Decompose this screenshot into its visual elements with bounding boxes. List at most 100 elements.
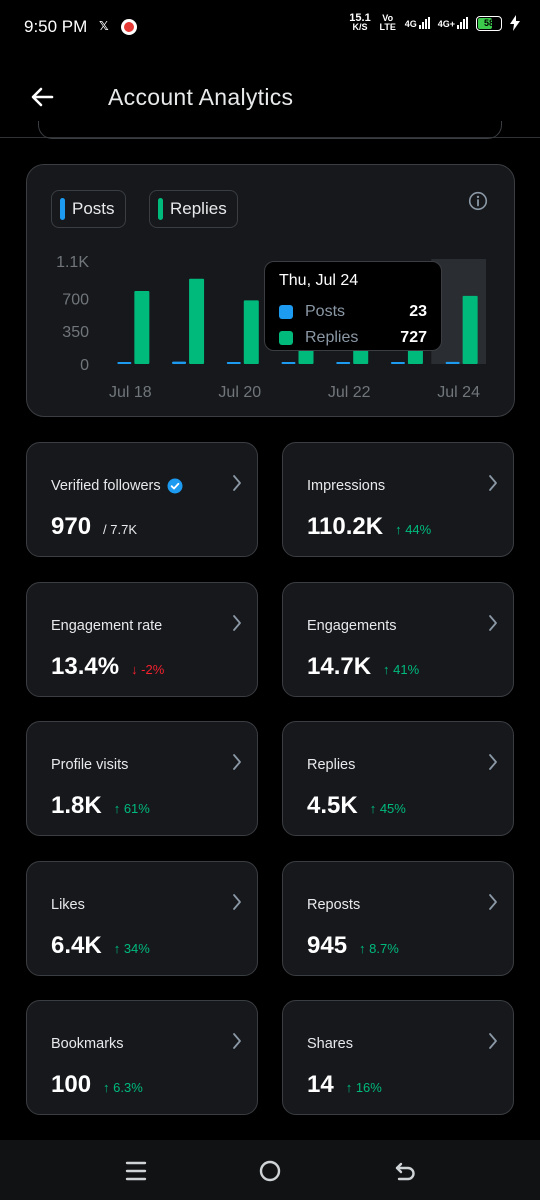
- y-tick-label: 700: [62, 291, 89, 308]
- stat-label: Engagements: [307, 618, 397, 634]
- stat-change: ↑ 45%: [369, 801, 406, 816]
- page-title: Account Analytics: [108, 84, 294, 110]
- stat-label-wrap: Profile visits: [51, 757, 128, 773]
- legend-replies-swatch: [158, 198, 163, 220]
- legend-posts-label: Posts: [72, 199, 115, 218]
- stat-card[interactable]: Reposts 945 ↑ 8.7%: [282, 861, 514, 976]
- stat-change: ↓ -2%: [131, 662, 165, 677]
- opera-icon: [121, 19, 137, 35]
- signal-icon: 4G: [405, 17, 430, 29]
- tooltip-posts-value: 23: [409, 303, 427, 320]
- chevron-right-icon: [489, 475, 497, 491]
- stat-change: ↑ 41%: [383, 662, 420, 677]
- bar-posts: [117, 362, 132, 364]
- y-tick-label: 0: [80, 357, 89, 374]
- x-tick-label: Jul 18: [109, 384, 152, 401]
- bar-replies: [134, 290, 150, 364]
- stat-value-wrap: 945 ↑ 8.7%: [307, 932, 399, 960]
- stat-value-wrap: 6.4K ↑ 34%: [51, 932, 150, 960]
- system-nav-bar: [0, 1140, 540, 1200]
- status-right-group: 15.1 K/S Vo LTE 4G 4G+ 58: [349, 13, 520, 32]
- stat-card[interactable]: Likes 6.4K ↑ 34%: [26, 861, 258, 976]
- stat-label: Bookmarks: [51, 1036, 124, 1052]
- stat-label-wrap: Engagement rate: [51, 618, 162, 634]
- chevron-right-icon: [233, 894, 241, 910]
- stat-label-wrap: Impressions: [307, 478, 385, 494]
- tooltip-posts-swatch: [279, 305, 293, 319]
- legend-posts-swatch: [60, 198, 65, 220]
- stat-label: Shares: [307, 1036, 353, 1052]
- stat-label-wrap: Engagements: [307, 618, 396, 634]
- charging-icon: [510, 15, 520, 31]
- stat-value: 4.5K: [307, 792, 358, 819]
- bar-replies: [189, 278, 205, 364]
- stat-change: ↑ 8.7%: [359, 941, 399, 956]
- app-header: Account Analytics: [0, 56, 540, 138]
- legend-posts[interactable]: Posts: [51, 190, 126, 228]
- stat-value: 970: [51, 513, 92, 540]
- stat-label: Impressions: [307, 478, 386, 494]
- chevron-right-icon: [233, 615, 241, 631]
- stat-value: 100: [51, 1071, 92, 1098]
- stat-card[interactable]: Impressions 110.2K ↑ 44%: [282, 442, 514, 557]
- y-tick-label: 350: [62, 324, 89, 341]
- stat-label-wrap: Shares: [307, 1036, 353, 1052]
- stat-value-wrap: 100 ↑ 6.3%: [51, 1071, 143, 1099]
- bar-replies: [462, 295, 478, 364]
- battery-icon: 58: [476, 15, 502, 31]
- stat-value-wrap: 970 / 7.7K: [51, 513, 137, 541]
- bar-posts: [172, 361, 187, 364]
- stat-total: / 7.7K: [103, 522, 138, 537]
- stat-card[interactable]: Verified followers 970 / 7.7K: [26, 442, 258, 557]
- tooltip-replies-label: Replies: [305, 329, 359, 346]
- stat-label-wrap: Bookmarks: [51, 1036, 124, 1052]
- chevron-right-icon: [489, 754, 497, 770]
- stat-card[interactable]: Engagements 14.7K ↑ 41%: [282, 582, 514, 697]
- bar-chart: 0 350 700 1.1K Jul 18 Jul 20 Jul 22 Jul 24: [56, 254, 486, 401]
- stat-card[interactable]: Shares 14 ↑ 16%: [282, 1000, 514, 1115]
- stat-value: 110.2K: [307, 513, 384, 540]
- stat-card[interactable]: Bookmarks 100 ↑ 6.3%: [26, 1000, 258, 1115]
- stat-label-wrap: Verified followers: [51, 478, 183, 494]
- stat-value-wrap: 14 ↑ 16%: [307, 1071, 382, 1099]
- chevron-right-icon: [233, 1033, 241, 1049]
- stat-value: 14.7K: [307, 653, 372, 680]
- recents-icon[interactable]: [123, 1158, 149, 1184]
- tooltip-replies-swatch: [279, 331, 293, 345]
- stat-card[interactable]: Engagement rate 13.4% ↓ -2%: [26, 582, 258, 697]
- stat-value: 13.4%: [51, 653, 120, 680]
- home-icon[interactable]: [257, 1158, 283, 1184]
- verified-badge-icon: [167, 478, 183, 494]
- bar-posts: [281, 362, 296, 364]
- x-tick-label: Jul 24: [437, 384, 480, 401]
- bar-posts: [336, 362, 351, 364]
- stat-change: ↑ 16%: [345, 1080, 382, 1095]
- stat-label: Likes: [51, 897, 85, 913]
- stat-card[interactable]: Profile visits 1.8K ↑ 61%: [26, 721, 258, 836]
- stat-value-wrap: 13.4% ↓ -2%: [51, 653, 164, 681]
- back-arrow-icon[interactable]: [24, 80, 60, 116]
- tooltip-replies-value: 727: [400, 329, 427, 346]
- stat-change: ↑ 6.3%: [103, 1080, 143, 1095]
- stat-label: Reposts: [307, 897, 361, 913]
- back-icon[interactable]: [392, 1158, 418, 1184]
- legend-replies[interactable]: Replies: [149, 190, 238, 228]
- stat-label: Replies: [307, 757, 356, 773]
- volte-indicator: Vo LTE: [379, 13, 396, 32]
- stat-value-wrap: 110.2K ↑ 44%: [307, 513, 431, 541]
- info-icon[interactable]: [468, 191, 488, 211]
- stat-label-wrap: Replies: [307, 757, 355, 773]
- stat-change: ↑ 44%: [395, 522, 432, 537]
- stat-label-wrap: Reposts: [307, 897, 360, 913]
- x-app-icon: 𝕏: [99, 19, 109, 33]
- signal-icon-2: 4G+: [438, 17, 468, 29]
- stat-label: Profile visits: [51, 757, 129, 773]
- chevron-right-icon: [233, 475, 241, 491]
- bar-replies: [243, 300, 259, 364]
- chevron-right-icon: [489, 615, 497, 631]
- chevron-right-icon: [489, 1033, 497, 1049]
- x-tick-label: Jul 22: [328, 384, 371, 401]
- stat-card[interactable]: Replies 4.5K ↑ 45%: [282, 721, 514, 836]
- stat-label-wrap: Likes: [51, 897, 85, 913]
- stat-change: ↑ 34%: [113, 941, 150, 956]
